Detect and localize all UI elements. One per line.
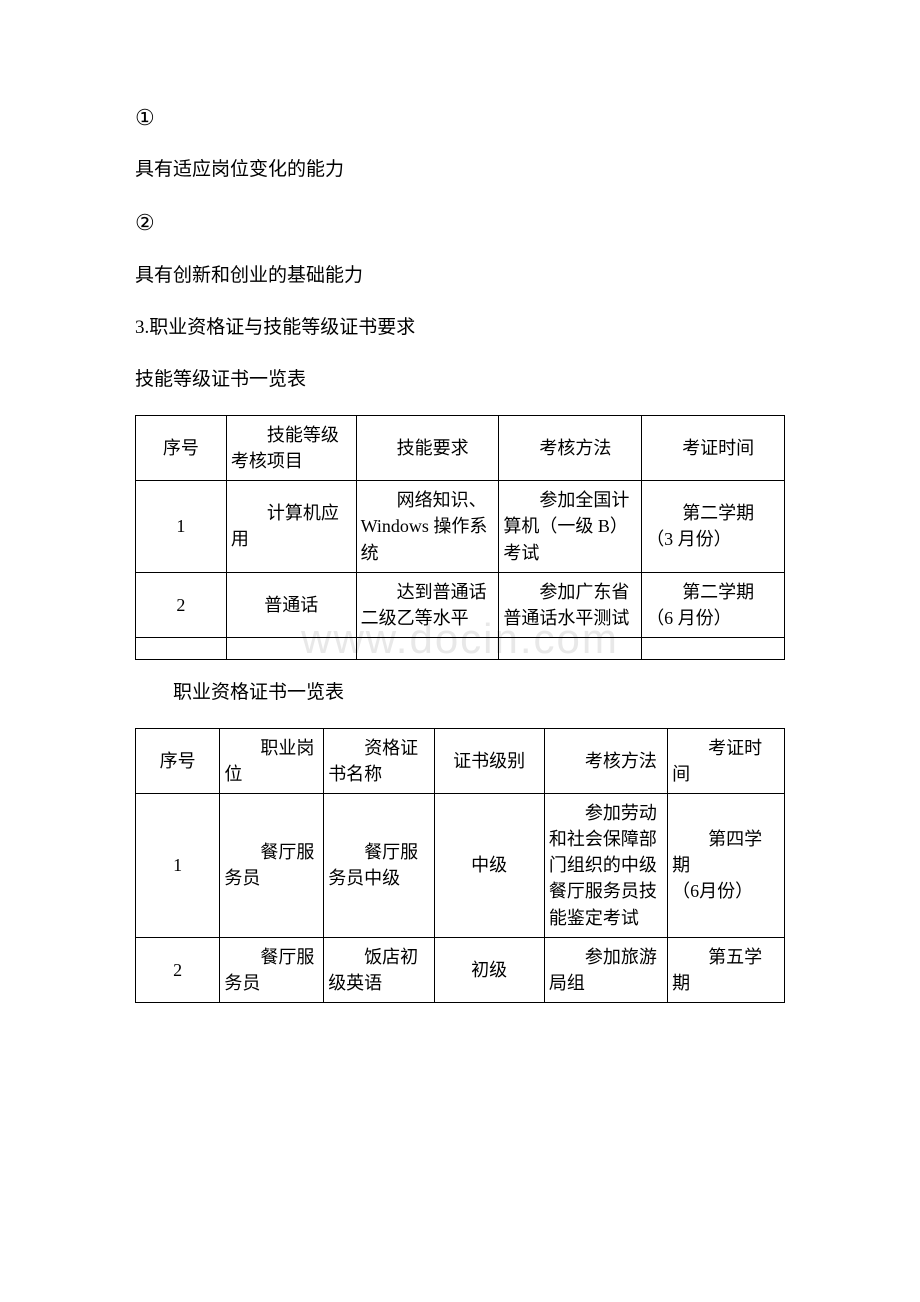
table-row: 1 餐厅服务员 餐厅服务员中级 中级 参加劳动和社会保障部门组织的中级餐厅服务员…: [136, 794, 785, 937]
col-header: 考核方法: [544, 728, 667, 793]
cell: 计算机应用: [226, 481, 356, 572]
cell: 第五学期: [668, 937, 785, 1002]
cell: 第四学期（6月份）: [668, 794, 785, 937]
text-1: 具有适应岗位变化的能力: [135, 153, 785, 187]
col-header: 证书级别: [434, 728, 544, 793]
cell: 饭店初级英语: [324, 937, 434, 1002]
table-header-row: 序号 职业岗位 资格证书名称 证书级别 考核方法 考证时间: [136, 728, 785, 793]
cell: 参加旅游局组: [544, 937, 667, 1002]
vocational-cert-table: 序号 职业岗位 资格证书名称 证书级别 考核方法 考证时间 1 餐厅服务员 餐厅…: [135, 728, 785, 1003]
table-row: 2 餐厅服务员 饭店初级英语 初级 参加旅游局组 第五学期: [136, 937, 785, 1002]
heading-3: 3.职业资格证与技能等级证书要求: [135, 311, 785, 345]
col-header: 资格证书名称: [324, 728, 434, 793]
col-header: 考核方法: [499, 416, 642, 481]
cell: 参加广东省普通话水平测试: [499, 572, 642, 637]
col-header: 序号: [136, 416, 227, 481]
col-header: 技能等级考核项目: [226, 416, 356, 481]
cell: [642, 637, 785, 659]
marker-1: ①: [135, 100, 785, 135]
cell: 2: [136, 937, 220, 1002]
cell: 2: [136, 572, 227, 637]
cell: [356, 637, 499, 659]
table2-caption: 职业资格证书一览表: [135, 676, 785, 710]
cell: 1: [136, 481, 227, 572]
col-header: 考证时间: [668, 728, 785, 793]
cell: 1: [136, 794, 220, 937]
col-header: 职业岗位: [220, 728, 324, 793]
cell: 第二学期（3 月份）: [642, 481, 785, 572]
cell: [226, 637, 356, 659]
cell: 普通话: [226, 572, 356, 637]
cell: 第二学期（6 月份）: [642, 572, 785, 637]
cell: 餐厅服务员: [220, 937, 324, 1002]
marker-2: ②: [135, 205, 785, 240]
page-container: ① 具有适应岗位变化的能力 ② 具有创新和创业的基础能力 3.职业资格证与技能等…: [135, 100, 785, 1003]
col-header: 考证时间: [642, 416, 785, 481]
table-empty-row: [136, 637, 785, 659]
table-row: 1 计算机应用 网络知识、Windows 操作系统 参加全国计算机（一级 B）考…: [136, 481, 785, 572]
cell: 参加全国计算机（一级 B）考试: [499, 481, 642, 572]
cell: 中级: [434, 794, 544, 937]
table1-caption: 技能等级证书一览表: [135, 363, 785, 397]
table-row: 2 普通话 达到普通话二级乙等水平 参加广东省普通话水平测试 第二学期（6 月份…: [136, 572, 785, 637]
text-2: 具有创新和创业的基础能力: [135, 259, 785, 293]
col-header: 序号: [136, 728, 220, 793]
cell: 达到普通话二级乙等水平: [356, 572, 499, 637]
cell: 网络知识、Windows 操作系统: [356, 481, 499, 572]
col-header: 技能要求: [356, 416, 499, 481]
cell: [499, 637, 642, 659]
skill-cert-table: 序号 技能等级考核项目 技能要求 考核方法 考证时间 1 计算机应用 网络知识、…: [135, 415, 785, 660]
table-header-row: 序号 技能等级考核项目 技能要求 考核方法 考证时间: [136, 416, 785, 481]
cell: 初级: [434, 937, 544, 1002]
cell: 参加劳动和社会保障部门组织的中级餐厅服务员技能鉴定考试: [544, 794, 667, 937]
cell: 餐厅服务员: [220, 794, 324, 937]
cell: 餐厅服务员中级: [324, 794, 434, 937]
cell: [136, 637, 227, 659]
